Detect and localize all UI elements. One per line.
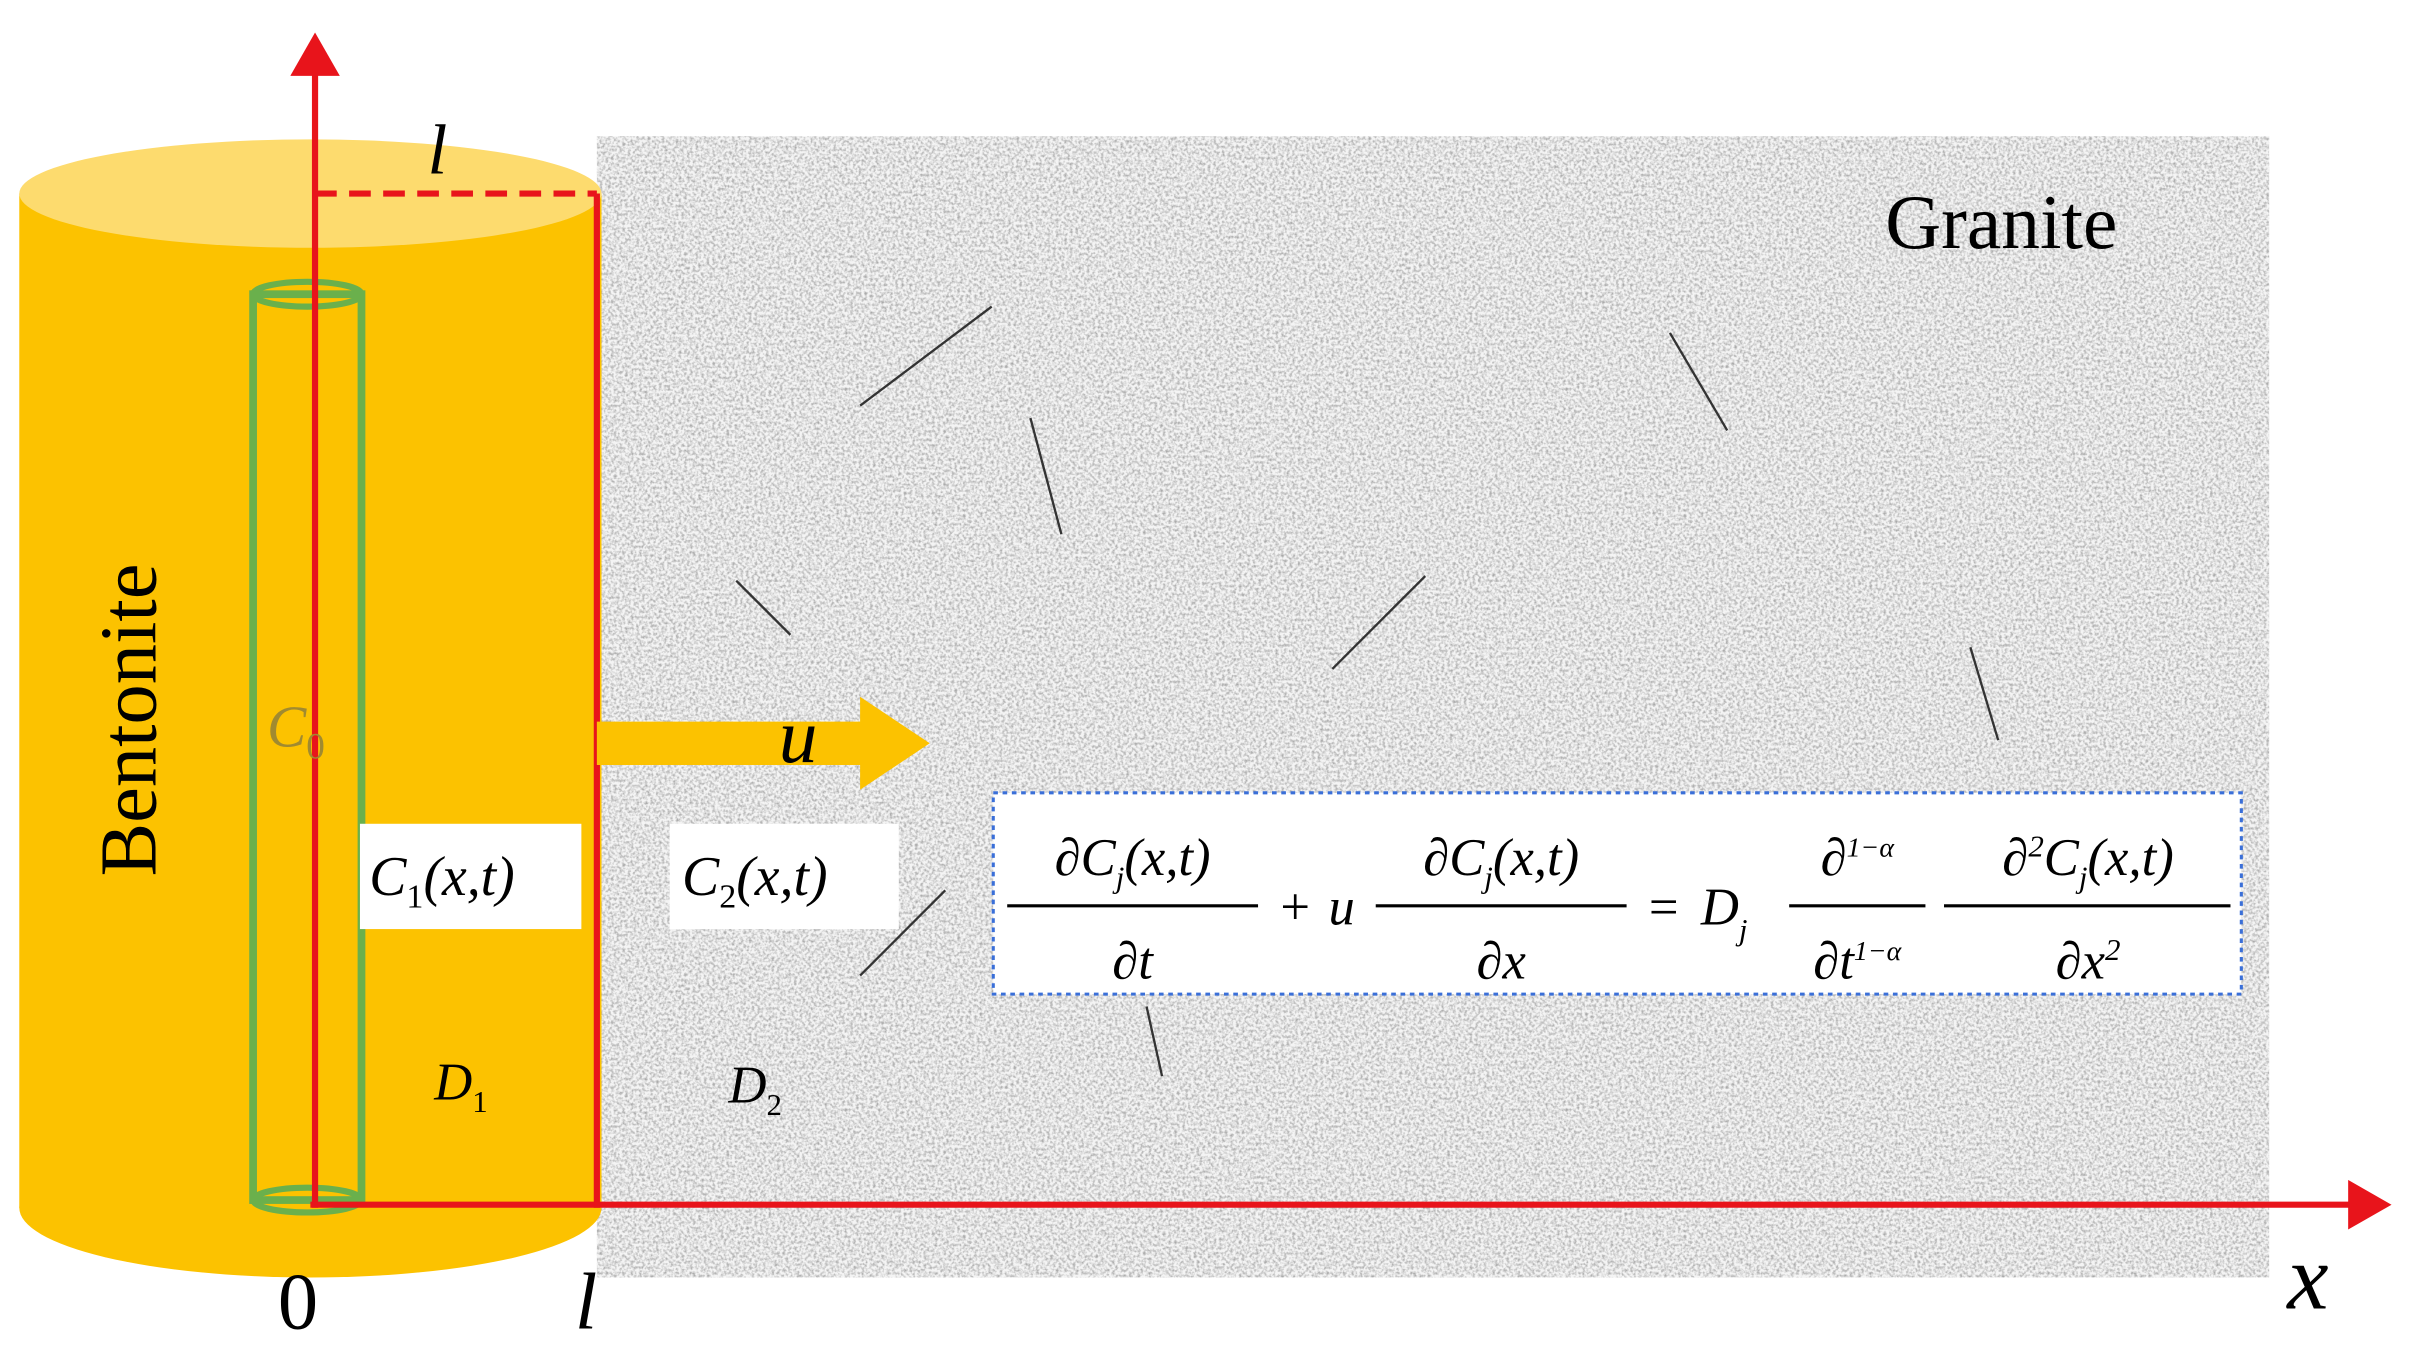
velocity-label: u <box>779 693 818 779</box>
d2-label: D2 <box>727 1057 782 1122</box>
tube-bottom <box>250 1184 365 1216</box>
symbol: D <box>433 1053 472 1111</box>
c1-box <box>359 823 582 930</box>
eq-part: ∂x <box>2056 933 2105 991</box>
symbol: C <box>682 846 720 908</box>
cylinder-top <box>19 139 602 248</box>
operator: = <box>1649 878 1679 936</box>
granite-texture <box>596 136 2270 1278</box>
eq-part: ∂ <box>2002 829 2028 887</box>
numerator: ∂Cj(x,t) <box>1423 829 1579 894</box>
granite-label: Granite <box>1885 179 2117 265</box>
eq-part: Dj <box>1700 878 1748 946</box>
tube-top <box>250 278 365 310</box>
subscript: j <box>2075 859 2088 894</box>
symbol: C <box>369 846 407 908</box>
c2-box <box>669 823 899 930</box>
equation-box <box>991 791 2243 996</box>
eq-part: ∂t <box>1813 933 1855 991</box>
axis-label: l <box>575 1258 597 1347</box>
numerator: ∂2Cj(x,t) <box>2002 828 2173 894</box>
subscript: j <box>1735 912 1748 947</box>
numerator: ∂Cj(x,t) <box>1055 829 1211 894</box>
subscript: j <box>1112 859 1125 894</box>
args: (x,t) <box>423 846 514 908</box>
axis-label: l <box>427 111 447 189</box>
symbol: D <box>727 1057 766 1115</box>
axis-label: x <box>2285 1226 2328 1329</box>
eq-part: u <box>1329 878 1355 936</box>
c1-label: C1(x,t) <box>369 846 515 915</box>
operator: + <box>1280 878 1310 936</box>
equation: ∂Cj(x,t) ∂t + u ∂Cj(x,t) ∂x = Dj ∂1−α ∂t… <box>1007 828 2231 991</box>
subscript: 2 <box>719 878 736 915</box>
numerator: ∂1−α <box>1821 829 1896 887</box>
eq-part: ∂ <box>1821 829 1847 887</box>
subscript: 0 <box>306 727 325 768</box>
denominator: ∂t <box>1112 933 1154 991</box>
c2-label: C2(x,t) <box>682 846 827 915</box>
axis-label: 0 <box>278 1258 318 1347</box>
d1-label: D1 <box>433 1053 488 1118</box>
cylinder-body <box>19 193 602 1208</box>
flow-arrow <box>596 696 930 790</box>
subscript: j <box>1480 859 1493 894</box>
superscript: 1−α <box>1854 936 1903 967</box>
eq-part: (x,t) <box>1493 829 1579 887</box>
subscript: 2 <box>766 1087 781 1122</box>
symbol: C <box>267 694 307 759</box>
args: (x,t) <box>736 846 827 908</box>
bentonite-label: Bentonite <box>85 564 174 877</box>
c0-label: C0 <box>267 694 325 767</box>
eq-part: (x,t) <box>1124 829 1210 887</box>
superscript: 2 <box>2028 828 2043 863</box>
superscript: 2 <box>2105 932 2120 967</box>
eq-part: C <box>2044 829 2080 887</box>
eq-part: ∂C <box>1055 829 1117 887</box>
subscript: 1 <box>406 878 423 915</box>
superscript: 1−α <box>1847 832 1896 863</box>
eq-part: ∂C <box>1423 829 1485 887</box>
denominator: ∂x2 <box>2056 932 2121 991</box>
tube <box>249 290 366 1204</box>
denominator: ∂x <box>1476 933 1525 991</box>
denominator: ∂t1−α <box>1813 933 1902 991</box>
subscript: 1 <box>472 1084 487 1119</box>
eq-part: (x,t) <box>2088 829 2174 887</box>
eq-part: D <box>1700 878 1739 936</box>
fractures <box>735 305 2000 1077</box>
axes <box>290 32 2392 1230</box>
